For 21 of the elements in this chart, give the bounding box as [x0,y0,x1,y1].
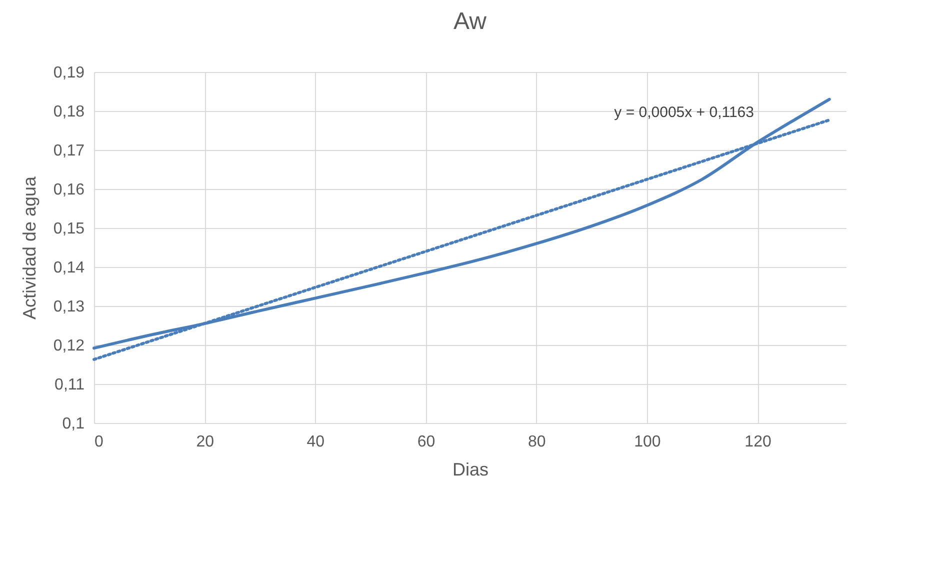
y-tick-label: 0,12 [53,338,85,354]
y-tick-label: 0,13 [53,298,85,316]
x-tick-label: 60 [417,434,436,450]
y-tick-label: 0,16 [53,182,85,198]
y-tick-label: 0,17 [53,142,85,160]
x-tick-label: 20 [196,434,214,450]
y-axis-title: Actividad de agua [19,175,40,320]
x-axis-title: Dias [452,460,489,480]
annotation: y = 0,0005x + 0,1163 [614,104,754,121]
x-tick-label: 120 [744,434,772,450]
y-tick-label: 0,15 [53,220,85,238]
y-tick-label: 0,14 [53,260,85,276]
y-tick-label: 0,11 [54,376,85,394]
x-tick-label: 0 [94,434,104,450]
x-tick-label: 40 [306,434,325,450]
y-tick-label: 0,1 [62,416,85,432]
y-tick-label: 0,19 [53,64,85,82]
x-tick-label: 100 [634,434,661,450]
chart-title: Aw [454,8,488,35]
y-tick-label: 0,18 [53,104,85,120]
x-tick-label: 80 [528,434,546,450]
